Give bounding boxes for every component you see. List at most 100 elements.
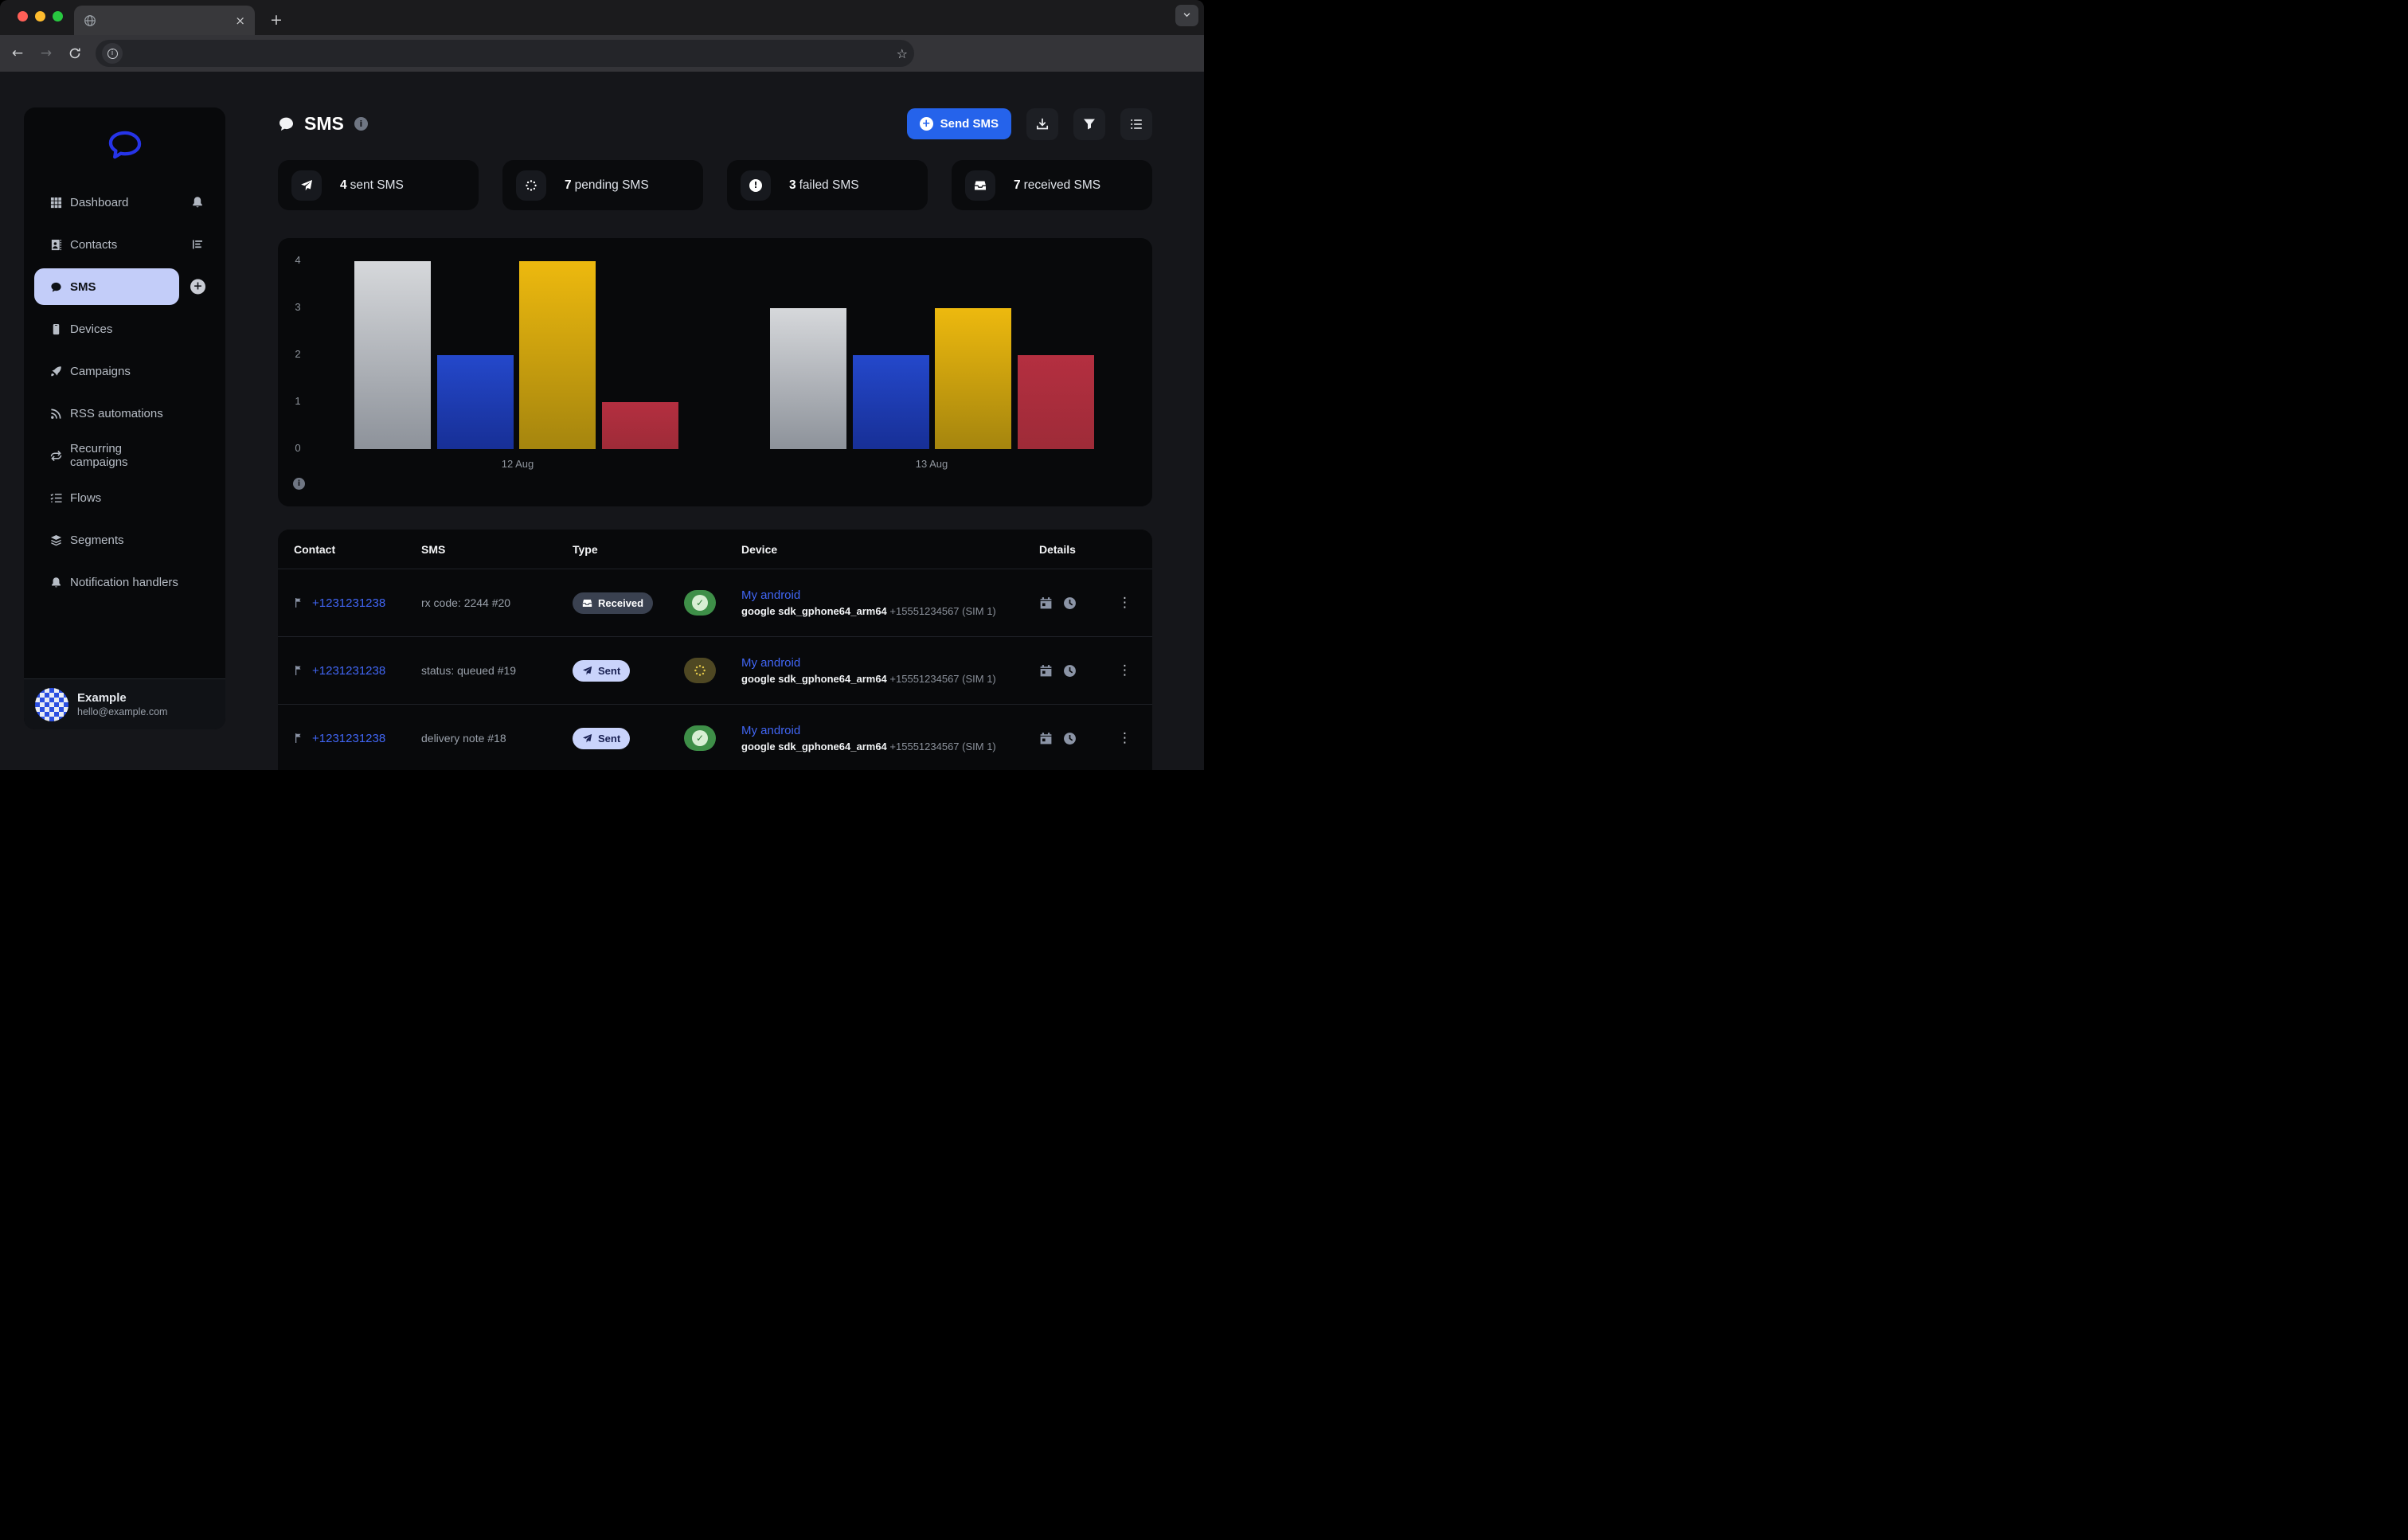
stat-card-received: 7 received SMS (952, 160, 1152, 210)
main-area: SMS i + Send SMS (278, 107, 1152, 770)
calendar-icon[interactable] (1039, 732, 1053, 745)
sidebar-item-flows[interactable]: Flows (34, 479, 179, 516)
user-name: Example (77, 691, 127, 705)
device-number: +15551234567 (SIM 1) (889, 605, 996, 617)
row-menu-button[interactable]: ⋮ (1118, 594, 1132, 611)
contact-phone-link[interactable]: +1231231238 (312, 596, 386, 610)
forward-button[interactable]: → (40, 45, 53, 61)
minimize-window-button[interactable] (35, 11, 45, 21)
table-header: Contact SMS Type Device Details (278, 530, 1152, 569)
sidebar-item-dashboard[interactable]: Dashboard (34, 184, 179, 221)
clock-icon[interactable] (1063, 732, 1077, 745)
spinner-icon (516, 170, 546, 201)
stat-card-sent: 4 sent SMS (278, 160, 479, 210)
y-axis-tick: 0 (295, 442, 301, 454)
sidebar-nav: Dashboard Contacts SMS + (24, 184, 225, 606)
tab-strip: × + (0, 0, 1204, 35)
globe-icon (84, 14, 96, 27)
calendar-icon[interactable] (1039, 664, 1053, 678)
back-button[interactable]: ← (11, 45, 24, 61)
sidebar-item-label: Segments (70, 533, 124, 547)
column-header: SMS (421, 542, 446, 556)
sms-bar-chart: 0 1 2 3 4 12 Aug 13 Aug i (278, 238, 1152, 506)
reload-button[interactable] (64, 42, 86, 64)
stat-value: 4 (340, 178, 347, 192)
avatar (35, 687, 68, 721)
download-button[interactable] (1026, 107, 1058, 140)
chart-info-icon[interactable]: i (293, 478, 305, 490)
x-axis-label: 12 Aug (501, 458, 534, 470)
sidebar-item-recurring-campaigns[interactable]: Recurring campaigns (34, 437, 179, 474)
chart-bars-icon[interactable] (191, 238, 204, 251)
user-account[interactable]: Example hello@example.com (24, 678, 225, 729)
row-menu-button[interactable]: ⋮ (1118, 729, 1132, 746)
x-axis-label: 13 Aug (915, 458, 948, 470)
sidebar-item-devices[interactable]: Devices (34, 311, 179, 347)
sidebar-item-campaigns[interactable]: Campaigns (34, 353, 179, 389)
bookmark-star-icon[interactable]: ☆ (896, 45, 908, 61)
phone-icon (50, 323, 62, 335)
device-link[interactable]: My android (741, 656, 801, 670)
sidebar-item-sms[interactable]: SMS (34, 268, 179, 305)
tab-search-button[interactable] (1175, 5, 1198, 26)
sidebar-item-label: Contacts (70, 237, 118, 252)
page-header: SMS i + Send SMS (278, 107, 1152, 140)
send-sms-button[interactable]: + Send SMS (906, 107, 1011, 139)
site-info-button[interactable]: i (102, 43, 123, 64)
type-badge-sent: Sent (573, 659, 631, 682)
stat-value: 7 (565, 178, 572, 192)
add-sms-icon[interactable]: + (190, 279, 205, 295)
address-bar[interactable]: i ☆ (96, 40, 914, 67)
column-header: Type (573, 542, 598, 556)
info-icon[interactable]: i (354, 117, 368, 131)
close-window-button[interactable] (18, 11, 28, 21)
type-badge-received: Received (573, 592, 654, 614)
stat-cards: 4 sent SMS 7 pending SMS ! 3 failed SMS 7 re… (278, 160, 1152, 210)
bar-sent-12 Aug (437, 355, 514, 449)
app-logo[interactable] (24, 107, 225, 184)
list-icon (1131, 119, 1142, 129)
new-tab-button[interactable]: + (270, 11, 283, 29)
maximize-window-button[interactable] (53, 11, 63, 21)
sidebar-item-segments[interactable]: Segments (34, 522, 179, 558)
device-model: google sdk_gphone64_arm64 (741, 673, 887, 685)
sidebar-item-label: Campaigns (70, 364, 131, 378)
list-view-button[interactable] (1120, 107, 1152, 140)
browser-toolbar: ← → i ☆ (0, 35, 1204, 72)
chevron-down-icon (1182, 9, 1191, 23)
tab-close-icon[interactable]: × (235, 13, 245, 28)
stat-label: pending SMS (574, 178, 649, 192)
y-axis-tick: 4 (295, 254, 301, 266)
bell-icon[interactable] (191, 196, 204, 209)
calendar-icon[interactable] (1039, 596, 1053, 610)
contact-phone-link[interactable]: +1231231238 (312, 731, 386, 745)
bar-sent-13 Aug (853, 355, 929, 449)
bell-icon (50, 577, 62, 588)
bar-failed-13 Aug (1018, 355, 1094, 449)
device-number: +15551234567 (SIM 1) (889, 741, 996, 752)
stat-card-failed: ! 3 failed SMS (727, 160, 928, 210)
flag-icon (294, 733, 305, 744)
table-row: +1231231238 rx code: 2244 #20 Received ✓… (278, 569, 1152, 636)
sidebar-item-notification-handlers[interactable]: Notification handlers (34, 564, 179, 600)
browser-window: × + ← → i ☆ (0, 0, 1204, 770)
clock-icon[interactable] (1063, 664, 1077, 678)
browser-tab[interactable]: × (74, 6, 255, 35)
bar-received-12 Aug (354, 261, 431, 449)
device-link[interactable]: My android (741, 588, 801, 602)
clock-icon[interactable] (1063, 596, 1077, 610)
funnel-icon (1084, 119, 1095, 129)
chat-icon (50, 281, 62, 293)
device-number: +15551234567 (SIM 1) (889, 673, 996, 685)
device-link[interactable]: My android (741, 724, 801, 737)
filter-button[interactable] (1073, 107, 1105, 140)
page-content: Dashboard Contacts SMS + (0, 72, 1204, 770)
row-menu-button[interactable]: ⋮ (1118, 662, 1132, 678)
status-success-icon: ✓ (684, 725, 716, 751)
repeat-icon (50, 450, 62, 462)
sidebar-item-contacts[interactable]: Contacts (34, 226, 179, 263)
paper-plane-icon (582, 666, 592, 675)
paper-plane-icon (291, 170, 322, 201)
contact-phone-link[interactable]: +1231231238 (312, 663, 386, 678)
sidebar-item-rss-automations[interactable]: RSS automations (34, 395, 179, 432)
